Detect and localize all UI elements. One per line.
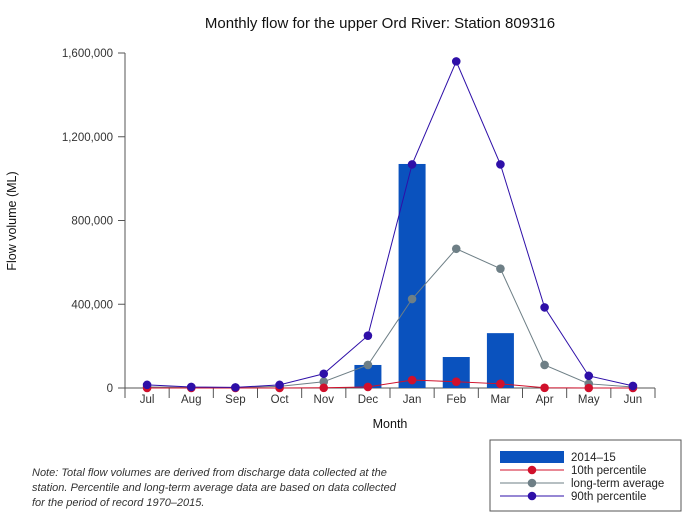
- point-90th-percentile: [584, 371, 594, 381]
- legend-swatch-bar: [500, 451, 564, 463]
- point-90th-percentile: [496, 160, 505, 169]
- x-tick-label: Dec: [358, 394, 379, 406]
- point-90th-percentile: [451, 57, 461, 66]
- legend-marker-long-term-average: [527, 478, 537, 488]
- legend-marker-10th-percentile: [527, 465, 537, 475]
- point-10th-percentile: [363, 382, 373, 392]
- legend-label-90th-percentile: 90th percentile: [571, 491, 646, 503]
- line-10th-percentile: [147, 379, 633, 389]
- chart-title: Monthly flow for the upper Ord River: St…: [205, 15, 555, 32]
- point-long-term-average: [363, 360, 373, 370]
- x-tick-label: Sep: [225, 394, 245, 406]
- footnote: Note: Total flow volumes are derived fro…: [32, 467, 396, 509]
- y-tick-label: 1,600,000: [62, 48, 113, 60]
- line-long-term-average: [147, 248, 633, 389]
- x-tick-label: Apr: [536, 394, 554, 406]
- point-90th-percentile: [319, 369, 329, 379]
- y-axis-title: Flow volume (ML): [5, 171, 19, 270]
- point-90th-percentile: [142, 380, 152, 390]
- line-series: [142, 57, 638, 393]
- y-tick-label: 0: [107, 383, 113, 395]
- point-90th-percentile: [407, 160, 417, 169]
- legend-label-long-term-average: long-term average: [571, 478, 664, 490]
- point-90th-percentile: [363, 331, 373, 340]
- x-tick-label: Aug: [181, 394, 201, 406]
- bar-jan: [398, 163, 426, 388]
- point-10th-percentile: [451, 377, 461, 387]
- point-long-term-average: [319, 377, 329, 387]
- point-90th-percentile: [628, 381, 638, 391]
- point-90th-percentile: [186, 382, 196, 392]
- legend-label-10th-percentile: 10th percentile: [571, 465, 646, 477]
- x-tick-label: Jul: [140, 394, 155, 406]
- point-long-term-average: [540, 360, 549, 370]
- point-long-term-average: [407, 294, 417, 304]
- point-10th-percentile: [540, 383, 549, 393]
- legend-marker-90th-percentile: [527, 491, 537, 501]
- legend-label-bar: 2014–15: [571, 452, 616, 464]
- point-10th-percentile: [584, 383, 594, 393]
- x-tick-label: Jan: [403, 394, 422, 406]
- x-axis-title: Month: [373, 417, 408, 431]
- x-tick-label: Mar: [491, 394, 511, 406]
- point-90th-percentile: [540, 303, 549, 312]
- point-long-term-average: [496, 264, 505, 273]
- x-tick-label: Feb: [446, 394, 466, 406]
- point-90th-percentile: [275, 380, 284, 390]
- point-10th-percentile: [496, 379, 505, 389]
- y-tick-label: 400,000: [71, 299, 113, 311]
- axes: 0 400,000 800,000 1,200,000 1,600,000 Jul Aug S…: [62, 48, 656, 406]
- y-tick-label: 800,000: [71, 216, 113, 228]
- bar-dec: [354, 364, 382, 388]
- x-tick-label: Jun: [624, 394, 643, 406]
- x-tick-label: May: [578, 394, 600, 406]
- point-10th-percentile: [407, 375, 417, 385]
- point-90th-percentile: [231, 383, 240, 392]
- bar-mar: [486, 333, 514, 388]
- x-tick-label: Oct: [271, 394, 290, 406]
- point-long-term-average: [451, 244, 461, 254]
- bar-series: [354, 163, 514, 388]
- line-90th-percentile: [147, 60, 634, 388]
- y-tick-label: 1,200,000: [62, 132, 113, 144]
- point-10th-percentile: [319, 383, 329, 393]
- x-tick-label: Nov: [314, 394, 335, 406]
